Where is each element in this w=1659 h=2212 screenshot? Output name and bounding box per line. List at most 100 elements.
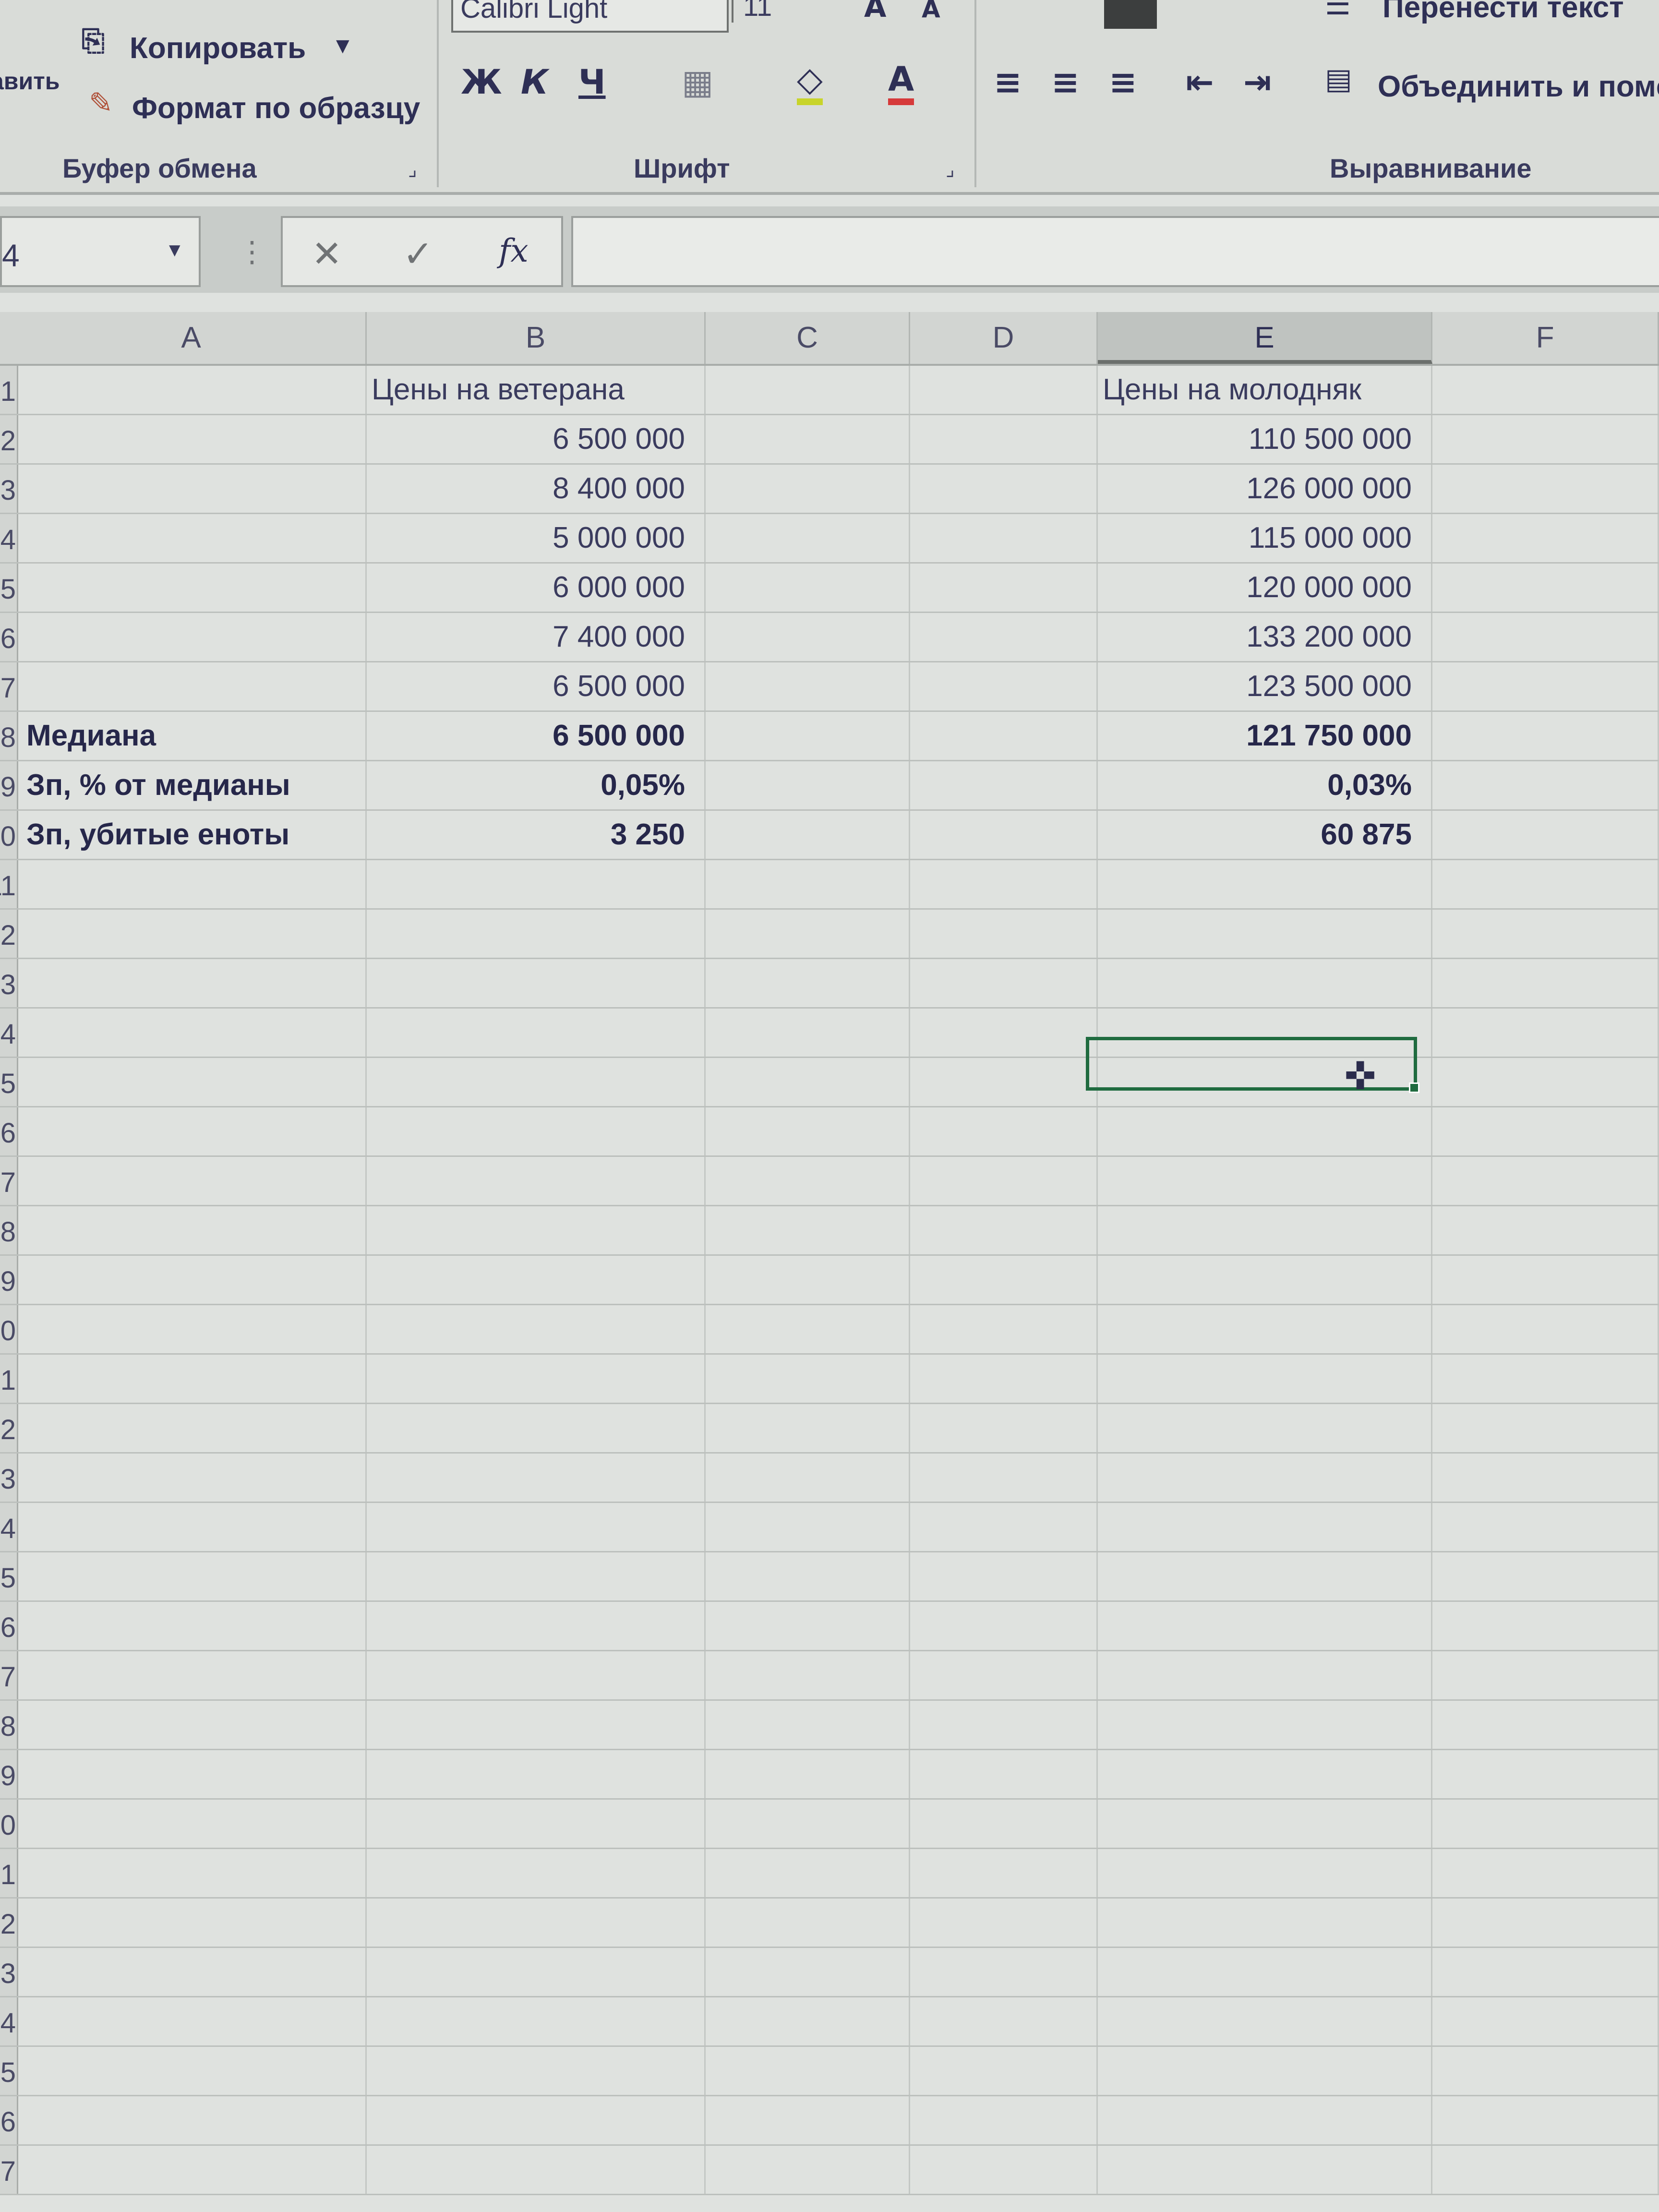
cell-b29[interactable] bbox=[367, 1750, 706, 1798]
cell-f14[interactable] bbox=[1432, 1009, 1659, 1057]
cell-d8[interactable] bbox=[910, 712, 1098, 760]
cell-b36[interactable] bbox=[367, 2096, 706, 2144]
cell-c32[interactable] bbox=[706, 1899, 910, 1947]
cell-d27[interactable] bbox=[910, 1651, 1098, 1699]
cell-e27[interactable] bbox=[1098, 1651, 1432, 1699]
cell-b9[interactable]: 0,05% bbox=[367, 761, 706, 809]
cell-e35[interactable] bbox=[1098, 2047, 1432, 2095]
row-header[interactable]: 7 bbox=[0, 662, 18, 710]
cell-e2[interactable]: 110 500 000 bbox=[1098, 415, 1432, 463]
cell-a7[interactable] bbox=[17, 662, 367, 710]
cell-d32[interactable] bbox=[910, 1899, 1098, 1947]
dialog-launcher-icon[interactable]: ⌟ bbox=[946, 158, 955, 180]
grow-font-button[interactable]: A bbox=[864, 0, 887, 24]
cell-a8[interactable]: Медиана bbox=[17, 712, 367, 760]
cell-c33[interactable] bbox=[706, 1948, 910, 1996]
cell-f17[interactable] bbox=[1432, 1157, 1659, 1205]
paste-button[interactable]: авить bbox=[0, 68, 60, 95]
cell-c37[interactable] bbox=[706, 2146, 910, 2194]
cell-e37[interactable] bbox=[1098, 2146, 1432, 2194]
cell-b7[interactable]: 6 500 000 bbox=[367, 662, 706, 710]
dropdown-arrow-icon[interactable]: ▼ bbox=[165, 240, 184, 261]
borders-icon[interactable]: ▦ bbox=[682, 62, 714, 102]
cell-a34[interactable] bbox=[17, 1997, 367, 2045]
cell-a14[interactable] bbox=[17, 1009, 367, 1057]
cell-f13[interactable] bbox=[1432, 959, 1659, 1007]
cell-a24[interactable] bbox=[17, 1503, 367, 1551]
cell-c5[interactable] bbox=[706, 564, 910, 612]
cell-a30[interactable] bbox=[17, 1800, 367, 1848]
cell-c7[interactable] bbox=[706, 662, 910, 710]
more-options-icon[interactable]: ⋮ bbox=[238, 236, 266, 268]
cell-d1[interactable] bbox=[910, 366, 1098, 414]
cell-d22[interactable] bbox=[910, 1404, 1098, 1452]
cell-b2[interactable]: 6 500 000 bbox=[367, 415, 706, 463]
cell-d15[interactable] bbox=[910, 1058, 1098, 1106]
cell-d34[interactable] bbox=[910, 1997, 1098, 2045]
cell-a22[interactable] bbox=[17, 1404, 367, 1452]
cell-c15[interactable] bbox=[706, 1058, 910, 1106]
row-header[interactable]: 32 bbox=[0, 1899, 18, 1947]
cell-d19[interactable] bbox=[910, 1256, 1098, 1304]
selected-cell[interactable] bbox=[1086, 1037, 1419, 1093]
shrink-font-button[interactable]: A bbox=[922, 0, 940, 23]
cell-d35[interactable] bbox=[910, 2047, 1098, 2095]
cell-f21[interactable] bbox=[1432, 1355, 1659, 1403]
cell-e22[interactable] bbox=[1098, 1404, 1432, 1452]
merge-center-button[interactable]: Объединить и поме bbox=[1378, 70, 1659, 103]
cell-d26[interactable] bbox=[910, 1602, 1098, 1650]
cell-d13[interactable] bbox=[910, 959, 1098, 1007]
row-header[interactable]: 13 bbox=[0, 959, 18, 1007]
cell-a27[interactable] bbox=[17, 1651, 367, 1699]
cell-f24[interactable] bbox=[1432, 1503, 1659, 1551]
cell-c19[interactable] bbox=[706, 1256, 910, 1304]
cell-f9[interactable] bbox=[1432, 761, 1659, 809]
cell-e1[interactable]: Цены на молодняк bbox=[1098, 366, 1432, 414]
row-header[interactable]: 33 bbox=[0, 1948, 18, 1996]
dropdown-arrow-icon[interactable]: ▼ bbox=[336, 36, 349, 56]
cell-a26[interactable] bbox=[17, 1602, 367, 1650]
cell-f29[interactable] bbox=[1432, 1750, 1659, 1798]
cell-a36[interactable] bbox=[17, 2096, 367, 2144]
cell-b5[interactable]: 6 000 000 bbox=[367, 564, 706, 612]
cell-d14[interactable] bbox=[910, 1009, 1098, 1057]
cell-c10[interactable] bbox=[706, 811, 910, 859]
cell-f30[interactable] bbox=[1432, 1800, 1659, 1848]
cell-e16[interactable] bbox=[1098, 1107, 1432, 1155]
cell-d24[interactable] bbox=[910, 1503, 1098, 1551]
cell-f23[interactable] bbox=[1432, 1454, 1659, 1502]
cell-b19[interactable] bbox=[367, 1256, 706, 1304]
cell-d10[interactable] bbox=[910, 811, 1098, 859]
cell-f25[interactable] bbox=[1432, 1552, 1659, 1600]
cell-f35[interactable] bbox=[1432, 2047, 1659, 2095]
font-name-select[interactable]: Calibri Light 11 bbox=[451, 0, 772, 33]
cell-e10[interactable]: 60 875 bbox=[1098, 811, 1432, 859]
column-header-f[interactable]: F bbox=[1432, 312, 1659, 364]
cell-a29[interactable] bbox=[17, 1750, 367, 1798]
cell-a11[interactable] bbox=[17, 860, 367, 908]
font-size-select[interactable]: 11 bbox=[732, 0, 772, 23]
cell-d16[interactable] bbox=[910, 1107, 1098, 1155]
cell-f8[interactable] bbox=[1432, 712, 1659, 760]
cell-f32[interactable] bbox=[1432, 1899, 1659, 1947]
cell-b31[interactable] bbox=[367, 1849, 706, 1897]
column-header-a[interactable]: A bbox=[17, 312, 367, 364]
row-header[interactable]: 37 bbox=[0, 2146, 18, 2194]
cell-e11[interactable] bbox=[1098, 860, 1432, 908]
cell-a37[interactable] bbox=[17, 2146, 367, 2194]
cell-e31[interactable] bbox=[1098, 1849, 1432, 1897]
cell-e20[interactable] bbox=[1098, 1305, 1432, 1353]
cell-b27[interactable] bbox=[367, 1651, 706, 1699]
name-box[interactable]: 4 ▼ bbox=[0, 216, 201, 287]
cell-b13[interactable] bbox=[367, 959, 706, 1007]
row-header[interactable]: 26 bbox=[0, 1602, 18, 1650]
cell-c11[interactable] bbox=[706, 860, 910, 908]
cell-a18[interactable] bbox=[17, 1206, 367, 1254]
cell-f33[interactable] bbox=[1432, 1948, 1659, 1996]
cell-a21[interactable] bbox=[17, 1355, 367, 1403]
cell-f15[interactable] bbox=[1432, 1058, 1659, 1106]
cell-b22[interactable] bbox=[367, 1404, 706, 1452]
cell-c29[interactable] bbox=[706, 1750, 910, 1798]
cell-e13[interactable] bbox=[1098, 959, 1432, 1007]
cell-a17[interactable] bbox=[17, 1157, 367, 1205]
